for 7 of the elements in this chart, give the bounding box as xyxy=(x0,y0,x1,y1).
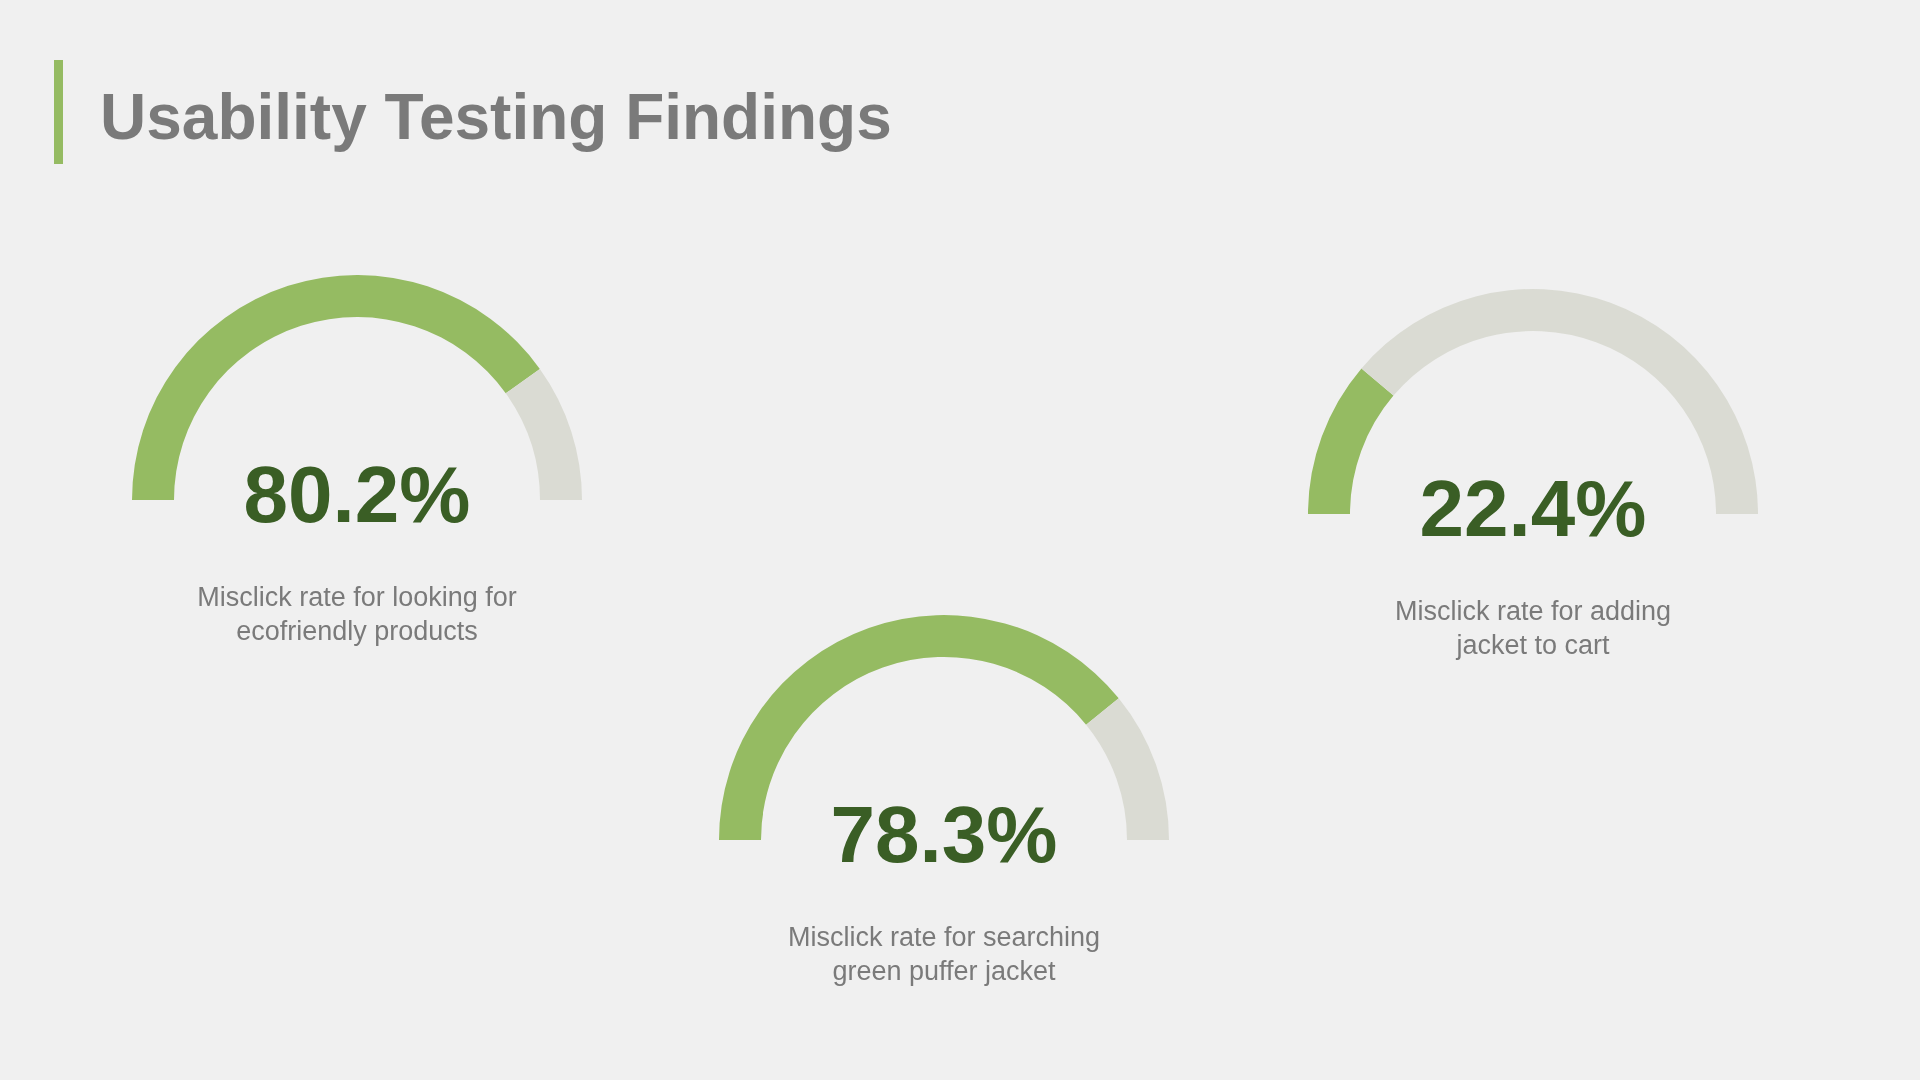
text: Misclick rate for looking for ecofriendly products xyxy=(196,581,518,648)
text: 22.4% xyxy=(1419,464,1647,553)
chart-title: Usability Testing Findings xyxy=(100,80,892,154)
text: 80.2% xyxy=(243,450,471,539)
text: 78.3% xyxy=(830,790,1058,879)
text: Misclick rate for adding jacket to cart xyxy=(1393,595,1673,662)
text: Misclick rate for searching green puffer jacket xyxy=(786,921,1102,988)
